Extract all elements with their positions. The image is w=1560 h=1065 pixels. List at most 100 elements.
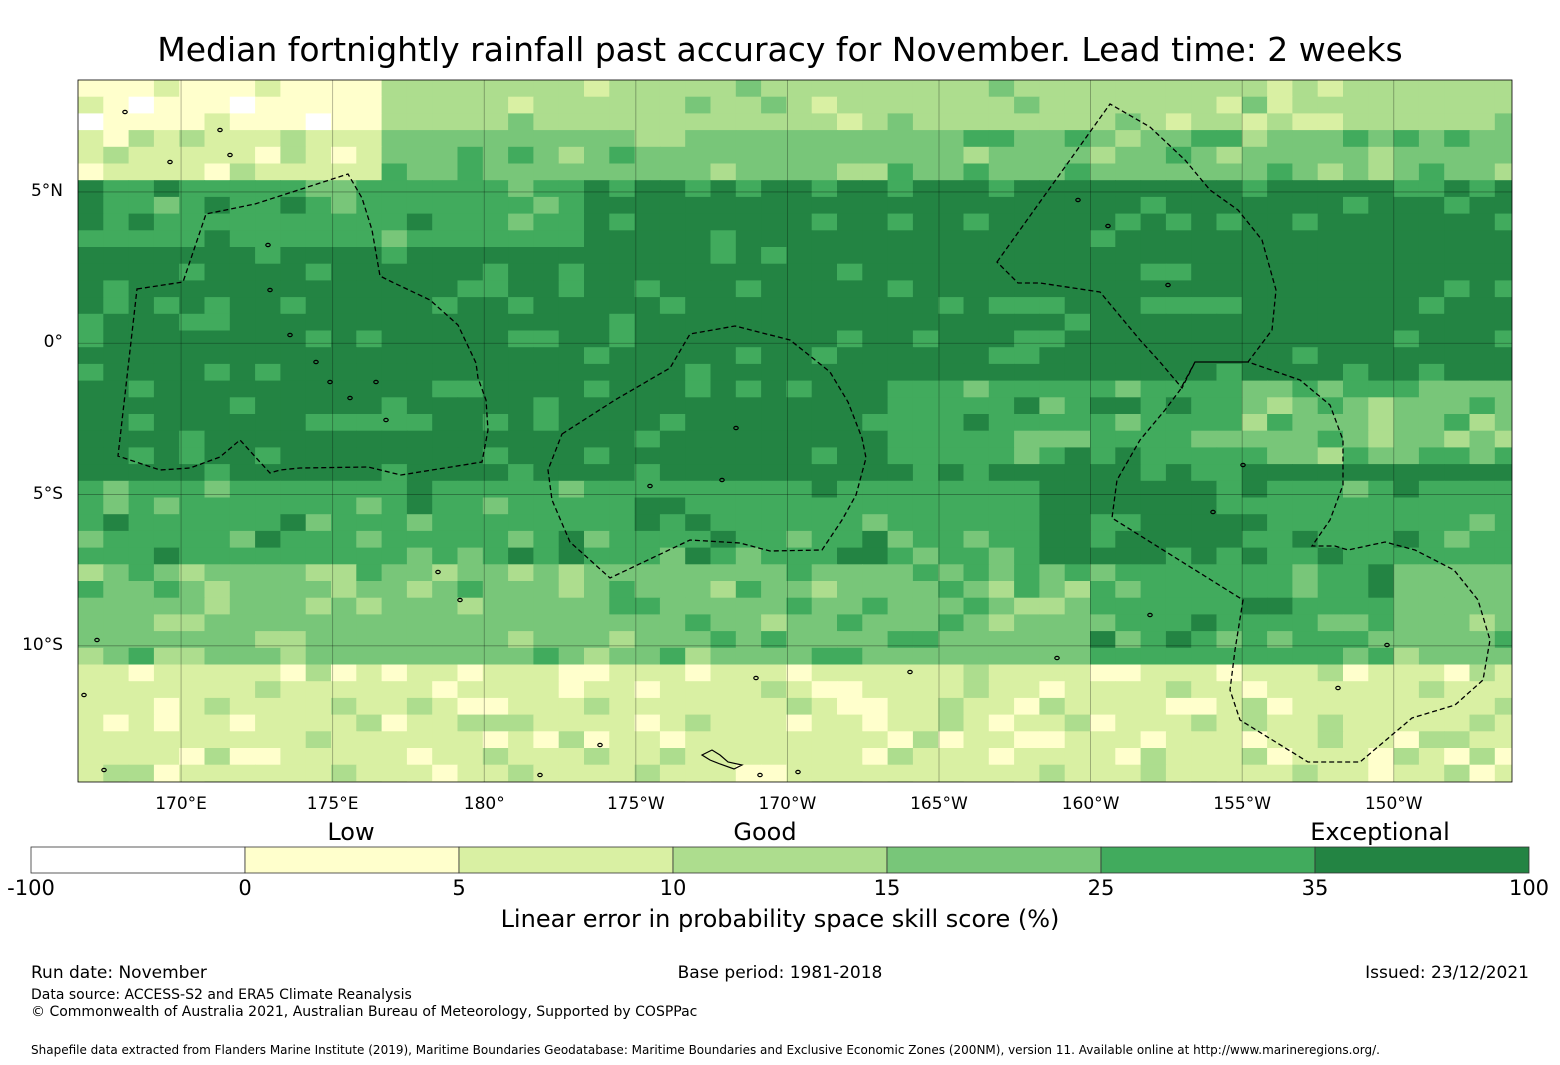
skill-cell: [204, 280, 231, 298]
skill-cell: [887, 664, 914, 682]
skill-cell: [305, 514, 332, 532]
skill-cell: [685, 447, 712, 465]
skill-cell: [1014, 163, 1040, 181]
skill-cell: [1064, 80, 1091, 98]
skill-cell: [887, 547, 914, 565]
skill-cell: [1039, 514, 1066, 532]
skill-cell: [1494, 748, 1512, 766]
skill-cell: [153, 397, 180, 415]
skill-cell: [1494, 731, 1512, 749]
skill-cell: [1241, 664, 1268, 682]
skill-cell: [609, 464, 636, 482]
skill-cell: [1317, 564, 1344, 582]
skill-cell: [356, 113, 383, 131]
skill-cell: [533, 196, 560, 215]
skill-cell: [1115, 497, 1142, 515]
skill-cell: [482, 514, 509, 532]
skill-cell: [1090, 380, 1116, 398]
skill-cell: [1368, 614, 1395, 632]
island: [122, 109, 128, 115]
skill-cell: [179, 547, 206, 565]
skill-cell: [1418, 614, 1445, 632]
skill-cell: [634, 530, 661, 549]
skill-cell: [508, 163, 534, 181]
skill-cell: [1317, 764, 1344, 782]
colorbar-bin: [1314, 846, 1530, 874]
skill-cell: [1444, 530, 1471, 549]
skill-cell: [912, 347, 939, 365]
skill-cell: [786, 480, 813, 499]
skill-cell: [1014, 146, 1040, 165]
skill-cell: [103, 681, 130, 699]
skill-cell: [305, 748, 332, 766]
skill-cell: [508, 113, 534, 131]
skill-cell: [381, 480, 408, 499]
skill-cell: [1343, 280, 1369, 298]
skill-cell: [103, 414, 130, 432]
skill-cell: [255, 564, 281, 582]
skill-cell: [912, 697, 939, 716]
skill-cell: [837, 280, 863, 298]
skill-cell: [1039, 130, 1066, 148]
skill-cell: [1267, 146, 1293, 165]
skill-cell: [128, 414, 155, 432]
skill-cell: [558, 347, 585, 365]
skill-cell: [103, 447, 130, 465]
skill-cell: [735, 697, 762, 716]
skill-cell: [1292, 714, 1319, 732]
skill-cell: [356, 230, 383, 248]
skill-cell: [1418, 464, 1445, 482]
skill-cell: [761, 697, 787, 716]
skill-cell: [1368, 764, 1395, 782]
skill-cell: [1165, 380, 1192, 398]
skill-cell: [1115, 380, 1142, 398]
skill-cell: [609, 714, 636, 732]
skill-cell: [761, 547, 787, 565]
skill-cell: [1494, 113, 1512, 131]
skill-cell: [963, 163, 990, 181]
skill-cell: [153, 530, 180, 549]
skill-cell: [786, 96, 813, 114]
skill-cell: [912, 581, 939, 599]
island: [1384, 642, 1390, 648]
colorbar-tick: 25: [1087, 876, 1115, 900]
skill-cell: [305, 330, 332, 348]
skill-cell: [1191, 430, 1218, 448]
skill-cell: [1191, 697, 1218, 716]
skill-cell: [1241, 80, 1268, 98]
skill-cell: [988, 631, 1015, 649]
skill-cell: [1444, 581, 1471, 599]
skill-cell: [963, 230, 990, 248]
skill-cell: [837, 681, 863, 699]
skill-cell: [432, 697, 459, 716]
skill-cell: [482, 213, 509, 231]
skill-cell: [1317, 547, 1344, 565]
skill-cell: [78, 597, 104, 615]
skill-cell: [1469, 581, 1496, 599]
skill-cell: [1115, 464, 1142, 482]
skill-cell: [128, 213, 155, 231]
skill-cell: [508, 230, 534, 248]
skill-cell: [1368, 514, 1395, 532]
skill-cell: [103, 514, 130, 532]
skill-cell: [1418, 347, 1445, 365]
island: [733, 425, 739, 431]
skill-cell: [153, 347, 180, 365]
skill-cell: [1393, 80, 1420, 98]
skill-cell: [862, 280, 889, 298]
skill-cell: [634, 647, 661, 666]
skill-cell: [685, 313, 712, 332]
skill-cell: [988, 330, 1015, 348]
skill-cell: [963, 130, 990, 148]
skill-cell: [1241, 748, 1268, 766]
skill-cell: [1292, 347, 1319, 365]
skill-cell: [381, 564, 408, 582]
skill-cell: [255, 597, 281, 615]
skill-cell: [255, 581, 281, 599]
skill-cell: [811, 313, 838, 332]
skill-cell: [78, 297, 104, 315]
skill-cell: [508, 130, 534, 148]
skill-cell: [305, 263, 332, 281]
skill-cell: [1090, 631, 1116, 649]
skill-cell: [482, 464, 509, 482]
